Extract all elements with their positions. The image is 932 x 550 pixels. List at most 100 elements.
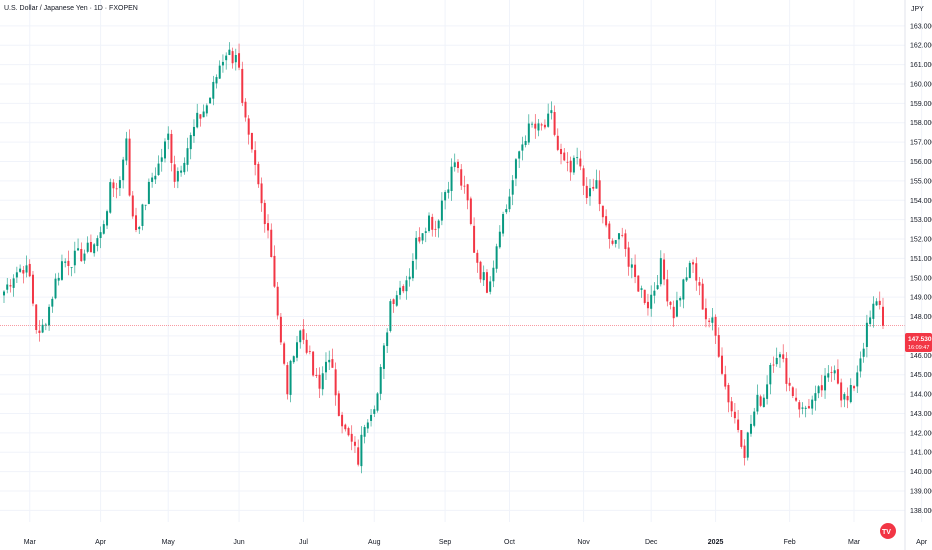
candle-body [399,287,402,295]
candle [254,141,257,176]
y-tick-label: 152.000 [910,237,932,244]
candle-body [621,234,624,236]
candle [511,175,514,206]
candle-body [289,360,292,395]
candle-body [276,286,279,316]
candle-body [646,301,649,309]
candle-body [31,274,34,304]
candle [492,260,495,288]
candle [637,275,640,292]
candle-body [312,351,315,376]
candle [714,314,717,344]
candle-body [775,357,778,365]
candle [3,290,5,303]
candle-body [724,374,727,387]
candle-body [521,144,524,151]
candle-body [679,297,682,301]
candle-body [382,345,385,369]
candle-body [344,424,347,430]
candle-body [154,175,157,180]
candle-body [370,414,373,421]
candle [563,148,566,162]
candle [382,343,385,379]
candle [147,178,150,205]
time-axis[interactable]: Mar Apr May Jun Jul Aug Sep Oct Nov Dec 2025 Feb Mar… [0,534,932,546]
candle-body [366,422,369,429]
y-tick-label: 146.000 [910,353,932,360]
candle-body [238,53,241,68]
candle [386,328,389,354]
candle-body [601,205,604,218]
candle [141,203,144,231]
candle-body [54,278,57,299]
candle-body [321,373,324,390]
candle-body [682,279,685,300]
candle [824,367,827,399]
candle [102,220,105,235]
candle [508,188,511,213]
candle [882,297,884,329]
candle [701,278,704,310]
tradingview-logo-icon[interactable]: TV [880,523,896,539]
candle-body [473,225,476,253]
candle [756,384,759,415]
candle-body [743,445,746,458]
candle [843,392,846,408]
candle [157,155,160,176]
candle [19,264,22,273]
candle [144,204,147,211]
candle [656,274,659,291]
candle [795,388,798,403]
price-axis[interactable]: 138.000 139.000 140.000 141.000 142.000 143.0… [904,0,932,550]
y-tick-label: 158.000 [910,120,932,127]
candle-body [798,402,801,410]
candle-body [814,393,817,401]
candle [205,103,208,117]
candle [86,236,89,254]
candle [199,114,202,127]
y-tick-label: 157.000 [910,140,932,147]
candle [434,220,437,237]
candle [218,60,221,79]
candle [395,290,398,307]
candle-body [772,364,775,366]
candle-body [824,375,827,391]
candle [733,402,736,424]
candle-body [408,276,411,280]
candle [431,213,434,237]
candle [634,254,637,284]
candle [659,250,662,287]
candle-body [257,163,260,185]
candle [99,226,102,249]
candle-body [228,49,231,55]
candle [421,232,424,245]
candle [9,279,12,293]
candle [228,42,231,56]
candle-body [878,300,881,305]
candle-body [721,355,724,374]
candle [321,366,324,396]
candle [856,365,859,393]
candle-body [376,393,379,411]
x-tick-label: Mar [848,539,861,546]
candle [782,344,785,363]
candle-body [482,272,485,281]
candle [128,129,131,197]
candle [862,342,865,363]
candle-body [714,316,717,336]
candle-body [807,406,810,409]
candle-body [466,184,469,201]
candle-body [379,366,382,394]
candle [489,276,492,295]
candle-body [209,97,212,104]
candle-body [28,263,31,277]
candle [621,227,624,238]
candle-body [48,306,51,326]
candle [276,282,279,320]
candle-body [617,233,620,240]
candle [791,386,794,398]
candle [89,234,92,253]
candle-body [386,332,389,347]
